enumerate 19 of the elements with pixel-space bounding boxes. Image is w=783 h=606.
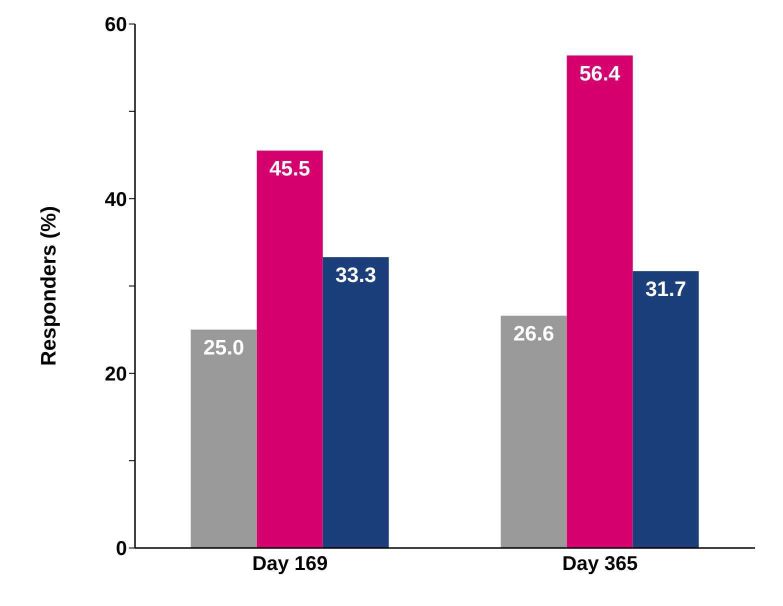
y-tick-label: 60: [104, 14, 127, 36]
bar: [322, 257, 389, 548]
bar: [256, 150, 323, 548]
y-tick-label: 20: [104, 363, 127, 386]
bar: [500, 316, 567, 548]
data-label: 45.5: [269, 158, 311, 181]
data-label: 56.4: [579, 62, 621, 86]
data-label: 33.3: [335, 264, 376, 288]
bar: [632, 271, 699, 548]
data-label: 31.7: [645, 278, 686, 302]
bar: [566, 55, 633, 548]
x-tick-label: Day 169: [252, 553, 328, 576]
data-label: 25.0: [203, 336, 244, 360]
bar: [190, 330, 257, 548]
y-axis-title: Responders (%): [37, 206, 60, 366]
y-tick-label: 0: [116, 538, 127, 560]
y-tick-label: 40: [104, 188, 127, 211]
data-label: 26.6: [513, 322, 554, 346]
x-tick-label: Day 365: [562, 553, 638, 576]
